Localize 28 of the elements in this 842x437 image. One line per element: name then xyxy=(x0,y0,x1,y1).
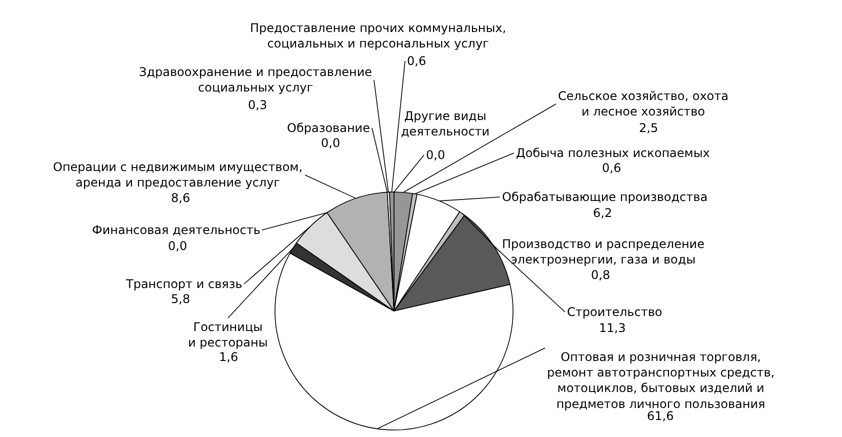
data-label: 0,6 xyxy=(602,161,622,175)
slice-label: Сельское хозяйство, охота и лесное хозяйство xyxy=(558,89,728,119)
data-label: 11,3 xyxy=(599,321,626,335)
slice-label: Обрабатывающие производства xyxy=(502,190,708,204)
slice-label: Предоставление прочих коммунальных, социальных и персональных услуг xyxy=(250,21,506,51)
slice-label: Транспорт и связь xyxy=(125,277,242,291)
data-label: 0,8 xyxy=(591,268,610,282)
text: 0,0 xyxy=(168,239,188,253)
slice-label: Оптовая и розничная торговля, ремонт автотранспортных средств, мотоциклов, бытовых изделий и предметов личного пользования xyxy=(547,350,775,411)
slice-label: Производство и распределение электроэнергии, газа и воды xyxy=(502,237,704,267)
category-label: Финансовая деятельность xyxy=(92,223,260,237)
data-label: 1,6 xyxy=(219,350,238,364)
slice-label: Строительство xyxy=(567,305,662,319)
text: 0,0 xyxy=(321,136,340,150)
data-label: 0,6 xyxy=(407,54,426,68)
slice-label: Добыча полезных ископаемых xyxy=(516,146,710,160)
data-label: 6,2 xyxy=(593,206,612,220)
data-label: 5,8 xyxy=(171,292,190,306)
category-label: Образование xyxy=(287,121,370,135)
category-label: Другие виды деятельности xyxy=(401,109,490,139)
data-label: 61,6 xyxy=(647,409,674,423)
text: 0,0 xyxy=(426,148,446,162)
slice-label: Операции с недвижимым имуществом, аренда и предоставление услуг xyxy=(53,160,303,190)
data-label: 2,5 xyxy=(639,121,658,135)
data-label: 8,6 xyxy=(171,191,190,205)
slice-label: Гостиницы и рестораны xyxy=(188,320,268,350)
slice-label: Здравоохранение и предоставление социальных услуг xyxy=(139,65,372,95)
data-label: 0,3 xyxy=(248,98,268,112)
